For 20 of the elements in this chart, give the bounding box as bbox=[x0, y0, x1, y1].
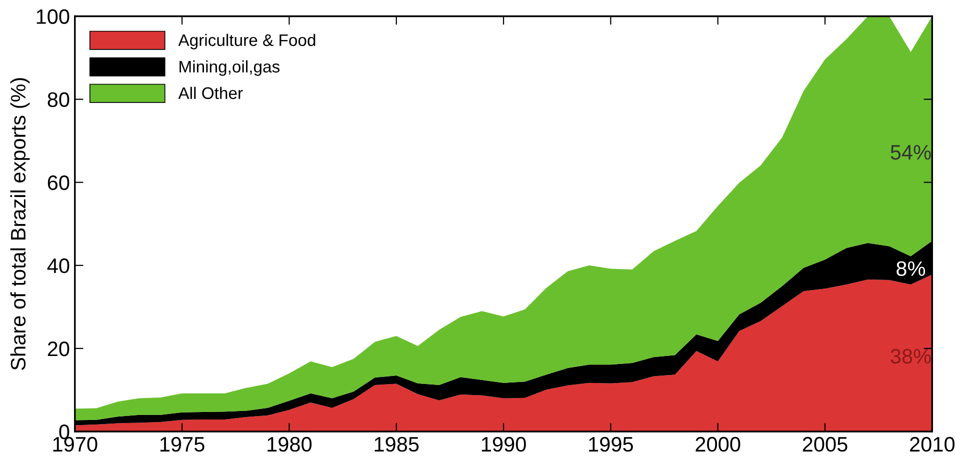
x-tick-label: 1990 bbox=[482, 436, 526, 452]
x-tick-label: 2000 bbox=[696, 436, 740, 452]
annotation: 54% bbox=[890, 145, 931, 160]
annotation: 8% bbox=[896, 261, 926, 276]
x-tick-label: 1985 bbox=[374, 436, 419, 452]
y-tick-label: 40 bbox=[47, 258, 70, 274]
x-tick-label: 1975 bbox=[160, 436, 204, 452]
annotation: 38% bbox=[890, 348, 931, 364]
y-tick-label: 60 bbox=[48, 175, 70, 190]
legend-label: Agriculture & Food bbox=[178, 34, 316, 50]
x-tick-label: 1980 bbox=[268, 436, 312, 452]
y-tick-label: 80 bbox=[48, 92, 70, 108]
x-tick-label: 1995 bbox=[589, 436, 633, 452]
x-tick-label: 2010 bbox=[910, 436, 955, 452]
legend-label: Mining,oil,gas bbox=[180, 60, 280, 76]
y-axis-title: Share of total Brazil exports (%) bbox=[10, 78, 30, 370]
y-tick-label: 100 bbox=[36, 9, 70, 24]
x-tick-label: 2005 bbox=[802, 436, 848, 452]
y-tick-label: 20 bbox=[48, 341, 70, 356]
legend-label: All Other bbox=[178, 86, 243, 100]
